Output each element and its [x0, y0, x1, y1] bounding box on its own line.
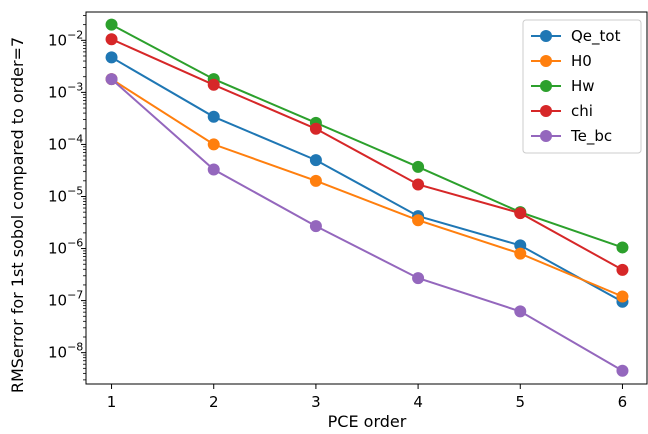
data-point-te-bc — [105, 73, 118, 86]
data-point-te-bc — [514, 305, 527, 318]
y-tick-label: 10−3 — [48, 80, 83, 101]
legend-marker-hw — [540, 80, 552, 92]
legend-marker-te-bc — [540, 130, 552, 142]
series-lines — [105, 18, 629, 377]
plot-frame — [85, 11, 648, 385]
data-point-chi — [309, 122, 322, 135]
legend-label-chi: chi — [571, 102, 593, 120]
x-tick-label: 6 — [618, 393, 628, 411]
legend-label-qe-tot: Qe_tot — [571, 27, 621, 46]
data-point-hw — [412, 160, 425, 173]
legend-box — [522, 19, 642, 154]
series-line-te-bc — [110, 78, 624, 372]
x-tick-label: 1 — [107, 393, 117, 411]
x-axis-label: PCE order — [328, 412, 407, 431]
data-point-h0 — [309, 174, 322, 187]
data-point-h0 — [514, 247, 527, 260]
y-tick-label: 10−2 — [48, 28, 83, 49]
x-tick-label: 2 — [209, 393, 219, 411]
data-point-h0 — [207, 138, 220, 151]
y-axis-label: RMSerror for 1st sobol compared to order… — [8, 37, 27, 393]
data-point-chi — [514, 207, 527, 220]
data-point-qe-tot — [514, 239, 527, 252]
y-tick-label: 10−8 — [48, 341, 83, 362]
legend-marker-qe-tot — [540, 30, 552, 42]
y-tick-label: 10−4 — [48, 132, 83, 153]
data-point-chi — [207, 78, 220, 91]
legend-label-hw: Hw — [571, 77, 595, 95]
y-tick-label: 10−7 — [48, 289, 83, 310]
data-point-te-bc — [207, 163, 220, 176]
data-point-te-bc — [412, 272, 425, 285]
data-point-te-bc — [616, 364, 629, 377]
data-point-h0 — [616, 290, 629, 303]
series-line-chi — [111, 38, 623, 271]
legend: Qe_tot H0 Hw chi Te_bc — [522, 19, 642, 154]
series-line-h0 — [110, 78, 623, 298]
x-tick-label: 4 — [413, 393, 423, 411]
y-tick-label: 10−6 — [48, 237, 83, 258]
legend-label-te-bc: Te_bc — [570, 127, 612, 146]
data-point-chi — [105, 33, 118, 46]
legend-label-h0: H0 — [571, 52, 592, 70]
data-point-te-bc — [309, 220, 322, 233]
data-point-qe-tot — [309, 154, 322, 167]
data-point-qe-tot — [105, 51, 118, 64]
data-point-hw — [105, 18, 118, 31]
data-point-hw — [616, 241, 629, 254]
y-tick-label: 10−5 — [48, 184, 83, 205]
legend-marker-h0 — [540, 55, 552, 67]
legend-marker-chi — [540, 105, 552, 117]
x-tick-label: 3 — [311, 393, 321, 411]
data-point-chi — [412, 178, 425, 191]
data-point-qe-tot — [207, 110, 220, 123]
data-point-chi — [616, 263, 629, 276]
series-line-qe-tot — [110, 56, 623, 303]
data-point-h0 — [412, 214, 425, 227]
x-tick-label: 5 — [515, 393, 525, 411]
plot-axes: 1 2 3 4 5 6 10−8 10−7 10−6 10−5 10−4 10−3 10−2 — [48, 11, 648, 411]
series-line-hw — [111, 23, 623, 249]
